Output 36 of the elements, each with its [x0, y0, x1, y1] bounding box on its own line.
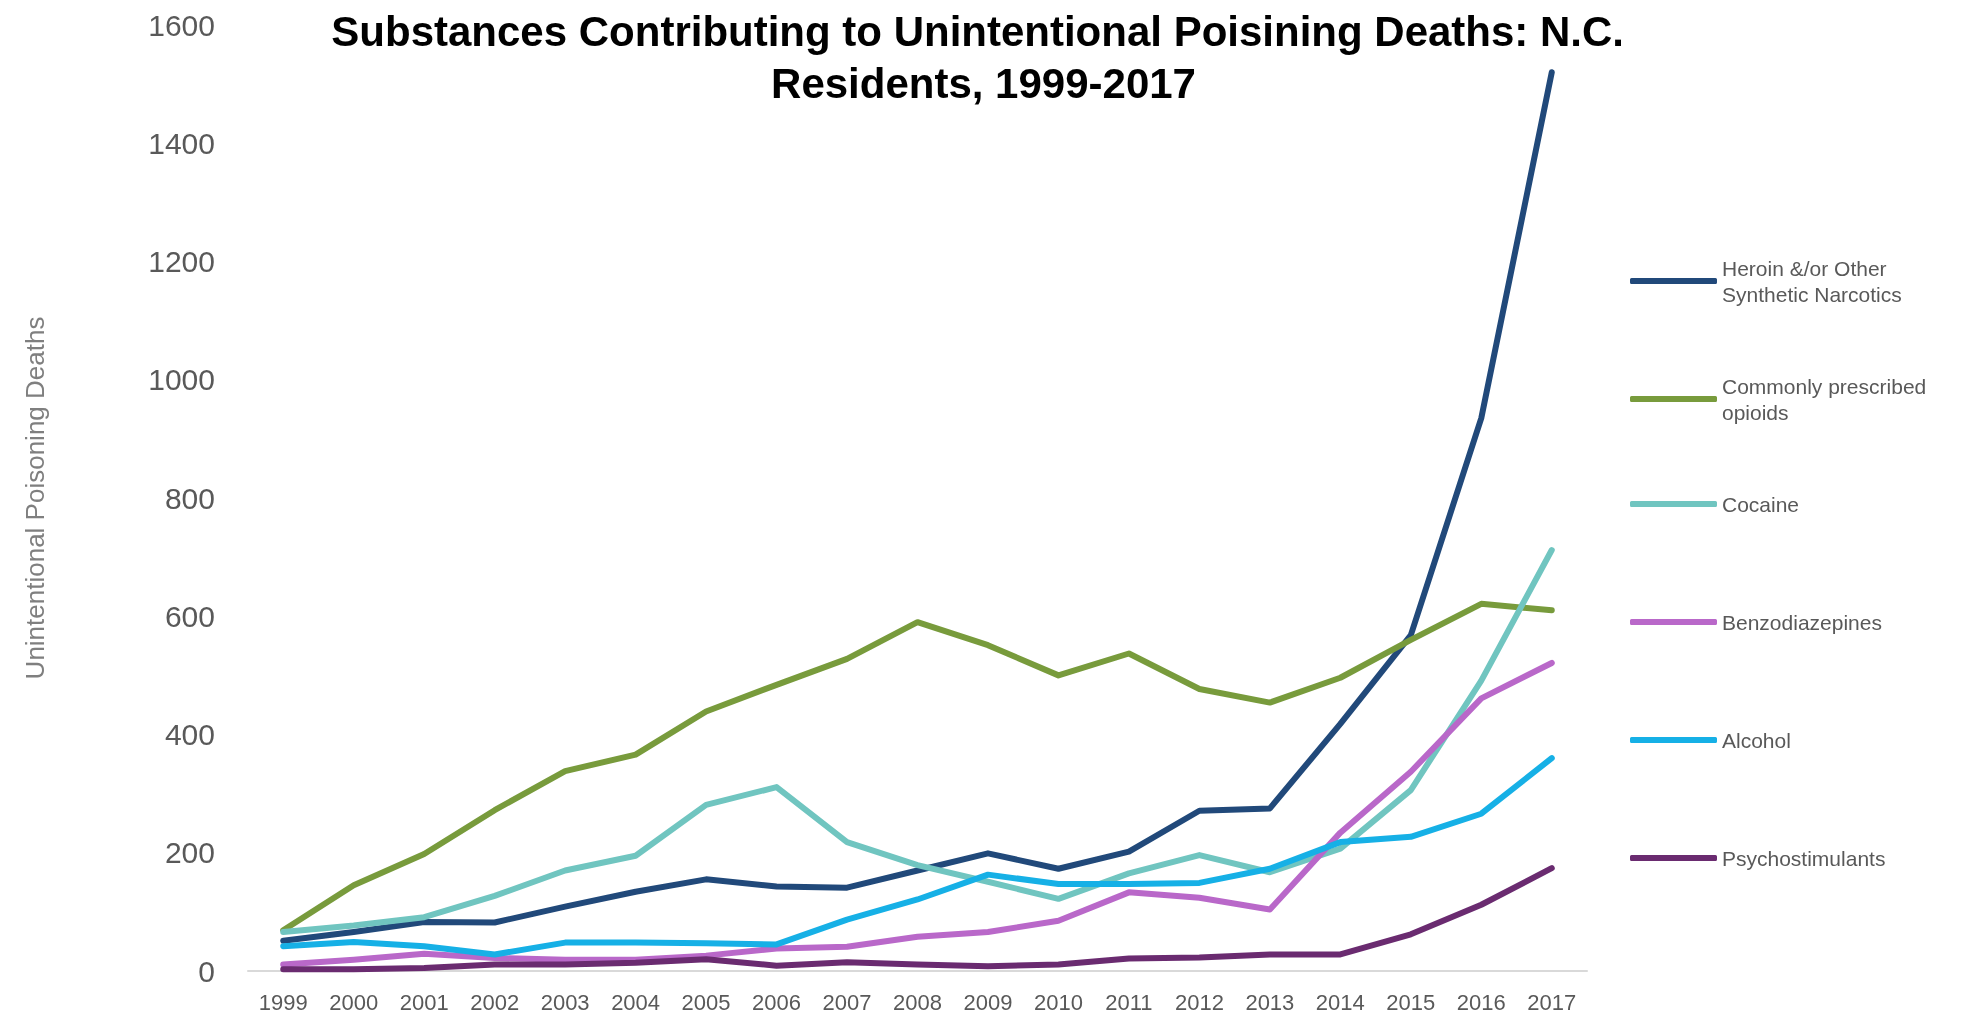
- y-tick-label: 600: [164, 599, 215, 633]
- x-tick-label: 2011: [1105, 989, 1153, 1015]
- legend-label: Psychostimulants: [1722, 846, 1886, 870]
- x-tick-label: 2000: [329, 989, 379, 1015]
- y-tick-label: 0: [198, 954, 215, 988]
- x-tick-label: 2004: [611, 989, 661, 1015]
- x-tick-label: 2015: [1386, 989, 1436, 1015]
- x-tick-label: 2010: [1033, 989, 1083, 1015]
- x-tick-label: 2001: [399, 989, 449, 1015]
- legend-label: Cocaine: [1722, 492, 1800, 516]
- x-tick-label: 2012: [1174, 989, 1224, 1015]
- y-tick-label: 1600: [148, 8, 215, 42]
- y-tick-label: 1200: [148, 245, 215, 278]
- x-tick-label: 2008: [893, 989, 942, 1015]
- legend-label: Heroin &/or Other Synthetic Narcotics: [1722, 256, 1902, 306]
- x-tick-label: 2017: [1527, 989, 1577, 1015]
- x-tick-label: 2009: [963, 989, 1013, 1015]
- legend-label: Commonly prescribed opioids: [1722, 374, 1933, 424]
- x-tick-label: 2005: [681, 989, 731, 1015]
- x-tick-label: 2014: [1315, 989, 1365, 1015]
- x-tick-label: 2002: [470, 989, 520, 1015]
- y-tick-label: 1400: [148, 126, 215, 160]
- y-tick-label: 800: [164, 481, 215, 515]
- x-tick-label: 2016: [1456, 989, 1506, 1015]
- y-tick-label: 200: [164, 836, 215, 870]
- x-tick-label: 1999: [258, 989, 308, 1015]
- x-tick-label: 2013: [1245, 989, 1295, 1015]
- x-tick-label: 2006: [752, 989, 802, 1015]
- legend-label: Alcohol: [1722, 728, 1791, 752]
- x-tick-label: 2007: [822, 989, 872, 1015]
- x-tick-label: 2003: [540, 989, 590, 1015]
- legend-label: Benzodiazepines: [1722, 610, 1882, 634]
- chart-title: Substances Contributing to Unintentional Poisining Deaths: N.C. Residents, 1999-2017: [331, 7, 1636, 107]
- y-axis-title: Unintentional Poisoning Deaths: [20, 316, 50, 680]
- y-tick-label: 400: [164, 718, 215, 751]
- y-tick-label: 1000: [148, 363, 215, 397]
